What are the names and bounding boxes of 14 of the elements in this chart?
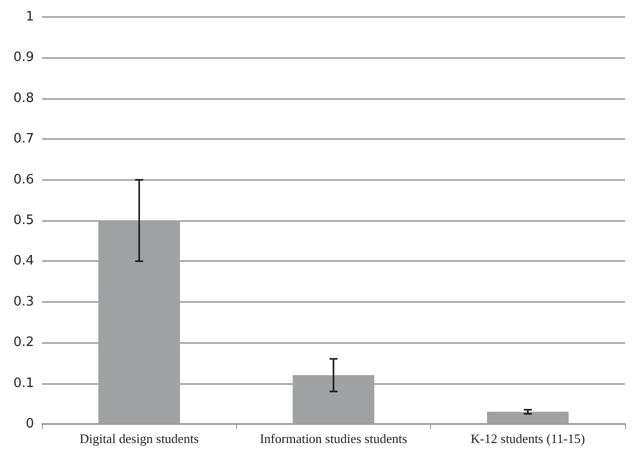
x-tick-label: Digital design students	[80, 431, 199, 446]
x-tick-label: Information studies students	[260, 431, 408, 446]
y-tick-label: 0.3	[13, 294, 34, 310]
y-tick-label: 0.2	[13, 335, 34, 350]
y-tick-label: 0.6	[13, 172, 34, 188]
y-tick-label: 0	[26, 416, 34, 432]
y-tick-label: 0.4	[13, 254, 34, 269]
x-tick-label: K-12 students (11-15)	[470, 431, 586, 446]
y-tick-label: 0.9	[13, 50, 34, 66]
y-tick-label: 0.5	[13, 213, 34, 228]
y-tick-label: 0.1	[13, 376, 34, 391]
y-tick-label: 0.7	[13, 132, 34, 147]
y-tick-label: 0.8	[13, 90, 34, 106]
y-tick-label: 1	[26, 10, 34, 24]
